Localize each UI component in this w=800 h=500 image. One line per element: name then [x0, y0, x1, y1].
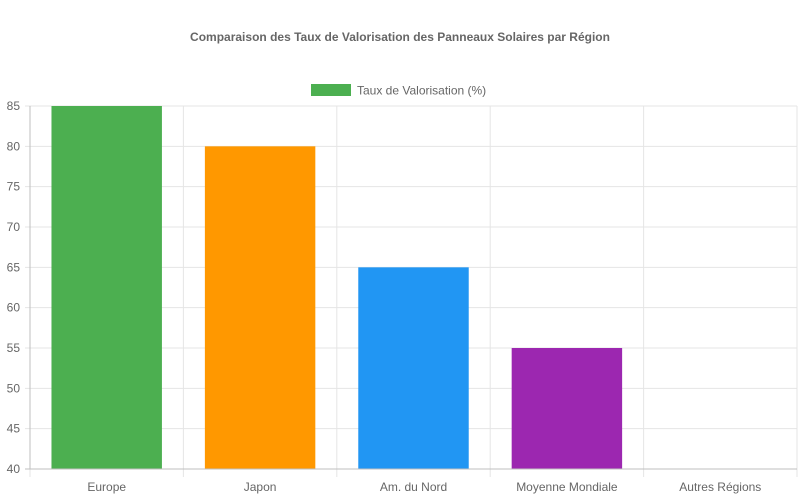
- legend-label: Taux de Valorisation (%): [357, 84, 486, 98]
- y-tick-label: 70: [7, 220, 21, 234]
- y-tick-label: 60: [7, 301, 21, 315]
- x-tick-label: Am. du Nord: [380, 480, 447, 494]
- bar[interactable]: [358, 267, 469, 469]
- bar[interactable]: [51, 106, 162, 469]
- y-tick-label: 80: [7, 139, 21, 153]
- x-tick-label: Europe: [87, 480, 126, 494]
- bar[interactable]: [511, 348, 623, 469]
- x-tick-label: Autres Régions: [679, 480, 761, 494]
- y-tick-label: 45: [7, 422, 21, 436]
- y-tick-label: 40: [7, 462, 21, 476]
- y-axis-ticks: 40 45 50 55 60 65 70 75 80 85: [7, 99, 21, 476]
- legend-swatch: [311, 84, 351, 96]
- bars: [51, 106, 623, 470]
- chart-title: Comparaison des Taux de Valorisation des…: [190, 30, 610, 44]
- axes: [25, 106, 797, 470]
- y-tick-label: 85: [7, 99, 21, 113]
- legend[interactable]: Taux de Valorisation (%): [311, 84, 486, 98]
- y-tick-label: 55: [7, 341, 21, 355]
- y-tick-label: 50: [7, 381, 21, 395]
- y-tick-label: 65: [7, 260, 21, 274]
- x-tick-label: Moyenne Mondiale: [516, 480, 618, 494]
- bar[interactable]: [204, 146, 316, 470]
- x-tick-label: Japon: [244, 480, 277, 494]
- y-tick-label: 75: [7, 180, 21, 194]
- x-axis-ticks: Europe Japon Am. du Nord Moyenne Mondiale Au…: [87, 480, 761, 494]
